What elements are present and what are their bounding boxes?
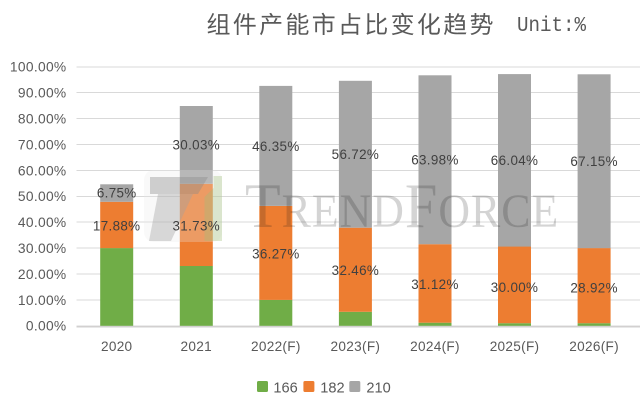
svg-text:20.00%: 20.00% xyxy=(18,267,67,282)
svg-text:70.00%: 70.00% xyxy=(18,137,67,152)
svg-text:6.75%: 6.75% xyxy=(97,185,137,200)
svg-text:50.00%: 50.00% xyxy=(18,189,67,204)
svg-text:10.00%: 10.00% xyxy=(18,293,67,308)
svg-text:67.15%: 67.15% xyxy=(570,154,618,169)
svg-text:30.00%: 30.00% xyxy=(18,241,67,256)
svg-text:36.27%: 36.27% xyxy=(252,246,300,261)
svg-text:TRENDFORCE: TRENDFORCE xyxy=(245,171,559,242)
svg-text:90.00%: 90.00% xyxy=(18,86,67,101)
svg-text:Unit:%: Unit:% xyxy=(517,15,586,38)
svg-text:0.00%: 0.00% xyxy=(26,319,67,334)
svg-text:30.00%: 30.00% xyxy=(491,280,539,295)
svg-text:2021: 2021 xyxy=(181,339,212,354)
svg-text:17.88%: 17.88% xyxy=(93,218,141,233)
svg-text:100.00%: 100.00% xyxy=(10,60,67,75)
svg-text:32.46%: 32.46% xyxy=(332,263,380,278)
svg-text:80.00%: 80.00% xyxy=(18,112,67,127)
svg-text:28.92%: 28.92% xyxy=(570,280,618,295)
svg-text:210: 210 xyxy=(366,381,390,397)
svg-text:2025(F): 2025(F) xyxy=(490,339,540,354)
svg-text:56.72%: 56.72% xyxy=(332,147,380,162)
svg-text:182: 182 xyxy=(320,381,344,397)
svg-text:60.00%: 60.00% xyxy=(18,163,67,178)
svg-text:2023(F): 2023(F) xyxy=(331,339,381,354)
svg-text:46.35%: 46.35% xyxy=(252,139,300,154)
svg-text:63.98%: 63.98% xyxy=(411,153,459,168)
svg-text:2026(F): 2026(F) xyxy=(569,339,619,354)
svg-text:166: 166 xyxy=(273,381,297,397)
svg-text:40.00%: 40.00% xyxy=(18,215,67,230)
svg-text:30.03%: 30.03% xyxy=(173,138,221,153)
svg-text:2024(F): 2024(F) xyxy=(410,339,460,354)
svg-text:31.73%: 31.73% xyxy=(173,219,221,234)
svg-text:31.12%: 31.12% xyxy=(411,277,459,292)
svg-text:66.04%: 66.04% xyxy=(491,153,539,168)
svg-text:2022(F): 2022(F) xyxy=(251,339,301,354)
svg-text:2020: 2020 xyxy=(101,339,133,354)
